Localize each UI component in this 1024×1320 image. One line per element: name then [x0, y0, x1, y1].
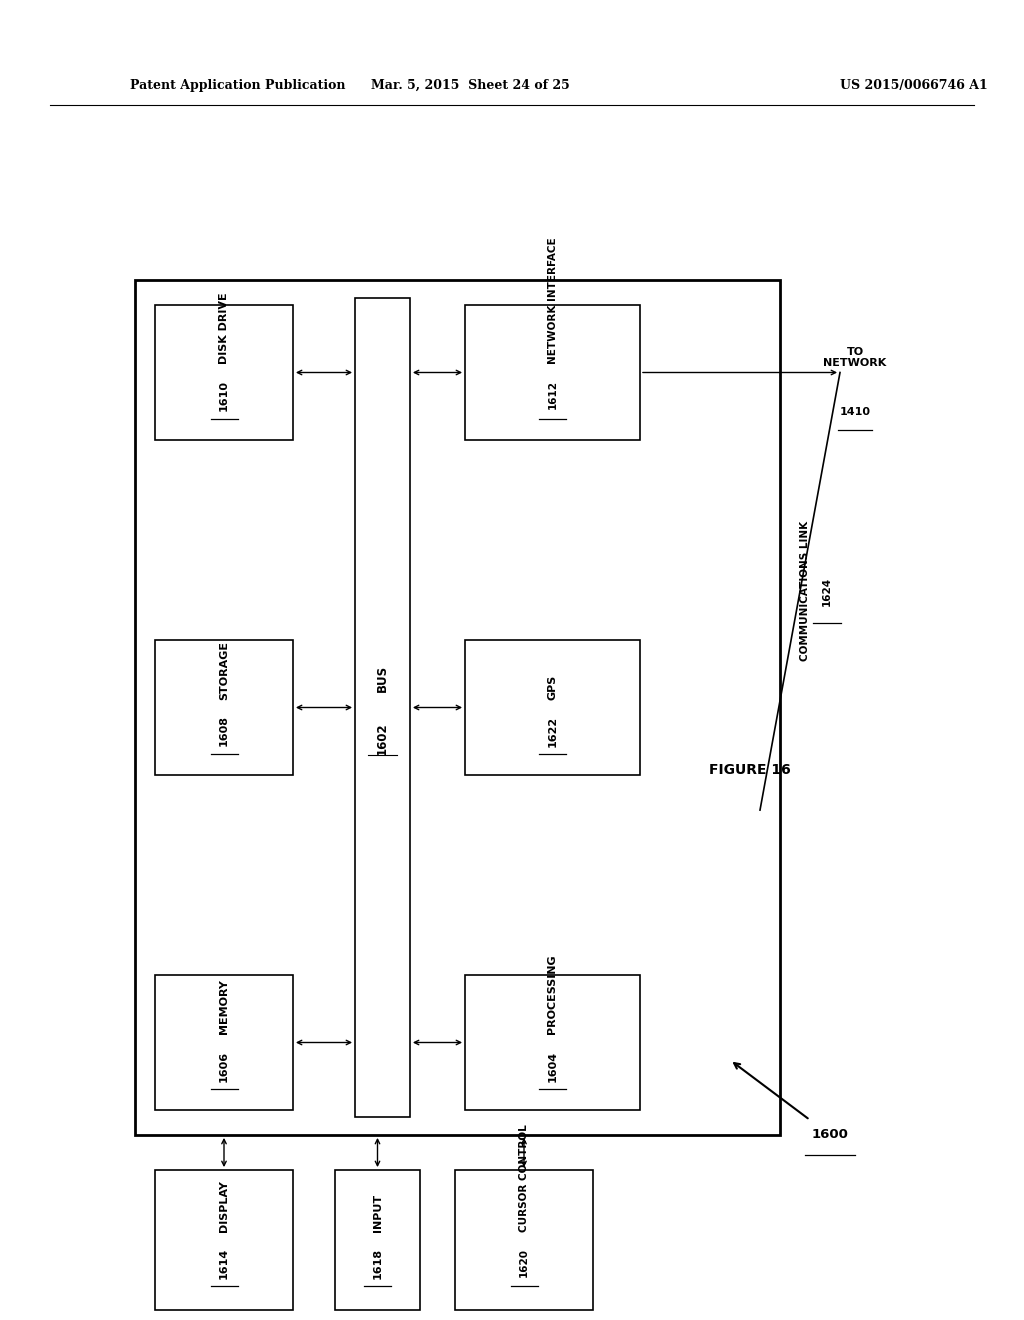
- Text: BUS: BUS: [376, 665, 389, 693]
- Text: 1620: 1620: [519, 1247, 529, 1276]
- Bar: [455, 1170, 593, 1309]
- Text: 1410: 1410: [840, 408, 870, 417]
- Text: 1618: 1618: [373, 1247, 383, 1279]
- Text: 1600: 1600: [812, 1129, 849, 1142]
- Text: STORAGE: STORAGE: [219, 640, 229, 700]
- Text: 1602: 1602: [376, 722, 389, 755]
- Bar: [465, 640, 640, 775]
- Bar: [465, 305, 640, 440]
- Text: Mar. 5, 2015  Sheet 24 of 25: Mar. 5, 2015 Sheet 24 of 25: [371, 78, 569, 91]
- Text: 1622: 1622: [548, 715, 557, 747]
- Bar: [155, 1170, 293, 1309]
- Bar: [155, 305, 293, 440]
- Bar: [155, 640, 293, 775]
- Text: 1624: 1624: [822, 577, 833, 606]
- Bar: [465, 975, 640, 1110]
- Text: INPUT: INPUT: [373, 1193, 383, 1232]
- Text: COMMUNICATIONS LINK: COMMUNICATIONS LINK: [800, 521, 810, 661]
- Text: GPS: GPS: [548, 675, 557, 700]
- Bar: [335, 1170, 420, 1309]
- Text: 1614: 1614: [219, 1247, 229, 1279]
- Text: Patent Application Publication: Patent Application Publication: [130, 78, 345, 91]
- Text: TO
NETWORK: TO NETWORK: [823, 347, 887, 368]
- Bar: [355, 298, 410, 1117]
- Text: DISPLAY: DISPLAY: [219, 1180, 229, 1232]
- Bar: [135, 280, 780, 1135]
- Text: US 2015/0066746 A1: US 2015/0066746 A1: [840, 78, 988, 91]
- Text: CURSOR CONTROL: CURSOR CONTROL: [519, 1125, 529, 1232]
- Text: NETWORK INTERFACE: NETWORK INTERFACE: [548, 238, 557, 364]
- Text: PROCESSING: PROCESSING: [548, 954, 557, 1035]
- Text: 1608: 1608: [219, 715, 229, 747]
- Text: 1606: 1606: [219, 1051, 229, 1081]
- Text: FIGURE 16: FIGURE 16: [710, 763, 791, 777]
- Text: 1610: 1610: [219, 380, 229, 412]
- Text: MEMORY: MEMORY: [219, 979, 229, 1035]
- Text: DISK DRIVE: DISK DRIVE: [219, 293, 229, 364]
- Text: 1604: 1604: [548, 1051, 557, 1081]
- Text: 1612: 1612: [548, 380, 557, 409]
- Bar: [155, 975, 293, 1110]
